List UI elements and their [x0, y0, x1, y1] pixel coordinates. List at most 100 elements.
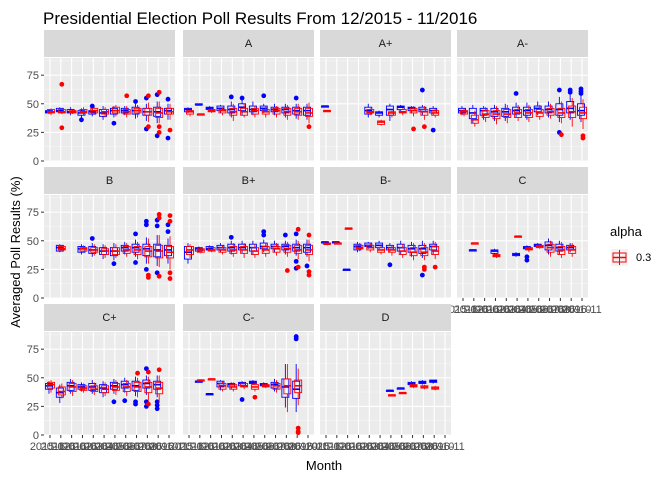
box-blue [153, 375, 162, 412]
x-tick-label: 2016-07 [106, 441, 146, 453]
outlier-blue [143, 222, 149, 228]
box-blue [227, 234, 236, 255]
box-red [68, 109, 77, 115]
box-blue [512, 252, 521, 257]
box-blue [490, 104, 499, 121]
box-red [272, 106, 281, 118]
outlier-red [145, 369, 151, 375]
box-blue [342, 268, 351, 271]
x-tick-label: 2016-11 [562, 304, 602, 316]
box-blue [375, 110, 384, 118]
x-tick-label: 2015-12 [306, 441, 346, 453]
outlier-red [59, 125, 65, 131]
facet-strip-label: B- [380, 175, 391, 187]
facet-strip [44, 167, 175, 194]
box-red [333, 242, 342, 245]
box-red [420, 243, 429, 272]
facet-panel: A- [457, 30, 588, 162]
x-tick-label: 2016-01 [317, 441, 357, 453]
outlier-blue [228, 94, 234, 100]
outlier-red [156, 129, 162, 135]
x-tick-label: 2016-08 [255, 441, 295, 453]
facet-strip-label: D [382, 312, 390, 324]
box-red [579, 99, 587, 141]
box-blue [418, 380, 427, 385]
facet-panel: C2015-122016-012016-022016-032016-042016… [443, 167, 602, 316]
box-blue [468, 249, 477, 252]
box-red [323, 242, 331, 246]
facet-strip-label: C- [243, 312, 255, 324]
outlier-blue [293, 336, 299, 342]
outlier-blue [524, 254, 530, 260]
outlier-red [156, 89, 162, 95]
box-red [431, 108, 440, 118]
box-red [196, 113, 205, 116]
outlier-red [167, 270, 173, 276]
box-blue [227, 94, 236, 118]
box-red [524, 246, 533, 253]
box-red [240, 103, 249, 118]
box-red [122, 93, 131, 118]
box-red [57, 245, 66, 252]
outlier-blue [89, 236, 95, 241]
x-tick-label: 2016-02 [190, 441, 230, 453]
box-iqr [479, 107, 488, 116]
box-red [546, 240, 555, 257]
outlier-blue [79, 117, 84, 123]
box-red [420, 106, 429, 130]
box-red [101, 245, 110, 258]
x-tick-label: 2016-07 [382, 441, 422, 453]
panel-background [320, 332, 451, 435]
box-red [481, 107, 490, 123]
facet-strip [183, 30, 314, 57]
outlier-red [252, 394, 258, 400]
outlier-blue [419, 272, 425, 278]
box-red [57, 383, 66, 399]
box-red [68, 380, 77, 397]
box-red [377, 245, 386, 255]
x-tick-label: 2016-10 [551, 304, 591, 316]
x-tick-label: 2016-03 [338, 441, 378, 453]
outlier-blue [133, 231, 138, 237]
outlier-blue [133, 99, 138, 104]
box-blue [555, 240, 564, 255]
box-red [272, 243, 281, 256]
outlier-red [167, 276, 173, 281]
x-tick-label: 2015-12 [443, 304, 483, 316]
box-red [557, 241, 566, 258]
box-red [460, 108, 468, 117]
box-blue [248, 101, 257, 116]
x-tick-label: 2016-03 [62, 441, 102, 453]
box-blue [522, 102, 531, 120]
box-blue [142, 218, 151, 272]
x-tick-label: 2016-11 [149, 441, 189, 453]
box-red [250, 244, 259, 258]
outlier-blue [304, 263, 310, 269]
facet-strip [320, 304, 451, 331]
facet-panel: B- [320, 167, 451, 299]
outlier-blue [89, 103, 95, 109]
outlier-red [306, 124, 312, 130]
outlier-blue [143, 218, 149, 224]
x-tick-label: 2016-05 [360, 441, 400, 453]
box-red [250, 382, 259, 400]
facet-strip-label: A- [517, 38, 528, 50]
box-red [524, 104, 533, 123]
facet-panel: A [183, 30, 314, 162]
outlier-blue [228, 234, 234, 240]
x-tick-label: 2016-11 [288, 441, 328, 453]
box-blue [120, 241, 129, 255]
box-red [111, 380, 120, 395]
outlier-blue [154, 223, 160, 229]
outlier-red [59, 81, 65, 87]
box-blue [429, 379, 438, 384]
outlier-red [167, 127, 173, 133]
box-red [90, 107, 99, 115]
box-blue [281, 232, 290, 255]
box-red [218, 245, 227, 255]
outlier-red [306, 272, 312, 278]
box-blue [131, 231, 140, 265]
box-blue [88, 380, 97, 394]
outlier-red [167, 218, 173, 224]
outlier-red [411, 126, 416, 132]
